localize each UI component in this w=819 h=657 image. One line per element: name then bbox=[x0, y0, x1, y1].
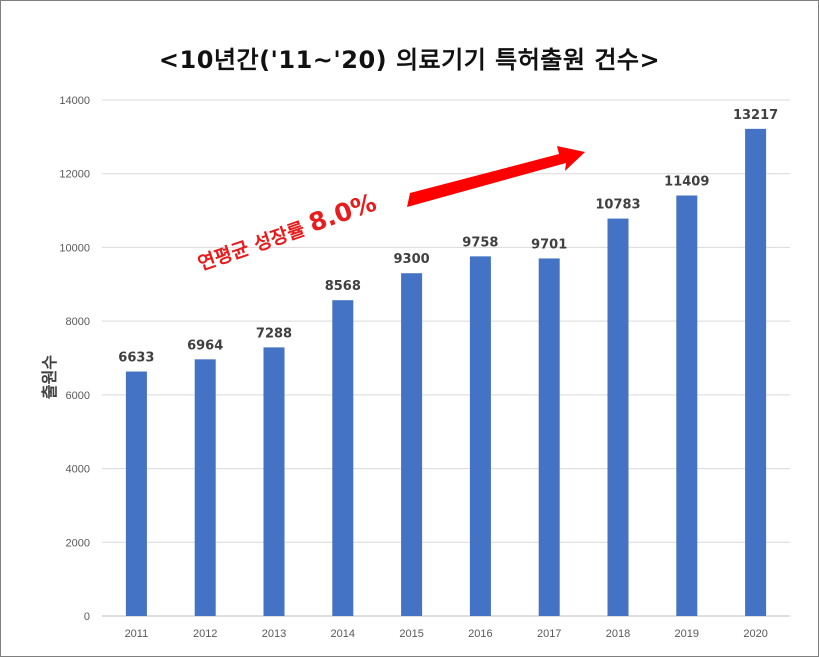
bar bbox=[538, 258, 560, 616]
data-label: 8568 bbox=[325, 279, 361, 294]
bar bbox=[194, 359, 216, 616]
x-tick-label: 2019 bbox=[675, 628, 699, 640]
data-label: 13217 bbox=[733, 108, 778, 123]
bar bbox=[125, 371, 147, 616]
x-tick-label: 2011 bbox=[125, 628, 149, 640]
bar bbox=[607, 218, 629, 616]
y-tick-label: 12000 bbox=[59, 169, 90, 181]
data-label: 11409 bbox=[664, 174, 709, 189]
x-tick-label: 2013 bbox=[262, 628, 286, 640]
bar bbox=[401, 273, 423, 616]
x-tick-label: 2014 bbox=[331, 628, 355, 640]
data-label: 9300 bbox=[394, 252, 430, 267]
data-label: 10783 bbox=[595, 198, 640, 213]
bar bbox=[263, 347, 285, 616]
chart-title: <10년간('11~'20) 의료기기 특허출원 건수> bbox=[158, 46, 661, 74]
bar bbox=[332, 300, 354, 616]
data-label: 9758 bbox=[462, 235, 498, 250]
bar bbox=[745, 128, 767, 617]
data-label: 9701 bbox=[531, 237, 567, 252]
y-tick-label: 8000 bbox=[66, 316, 90, 328]
x-tick-label: 2017 bbox=[537, 628, 561, 640]
x-tick-label: 2012 bbox=[193, 628, 217, 640]
y-tick-label: 4000 bbox=[66, 464, 90, 476]
bar bbox=[469, 256, 491, 616]
data-label: 7288 bbox=[256, 326, 292, 341]
data-label: 6964 bbox=[187, 338, 223, 353]
y-tick-label: 0 bbox=[84, 611, 90, 623]
y-tick-label: 2000 bbox=[66, 537, 90, 549]
bar bbox=[676, 195, 698, 616]
y-tick-label: 14000 bbox=[59, 95, 90, 107]
x-tick-label: 2018 bbox=[606, 628, 630, 640]
x-tick-label: 2016 bbox=[468, 628, 492, 640]
x-tick-label: 2015 bbox=[399, 628, 423, 640]
y-tick-label: 6000 bbox=[66, 390, 90, 402]
y-tick-label: 10000 bbox=[59, 242, 90, 254]
data-label: 6633 bbox=[118, 351, 154, 366]
growth-arrow-icon bbox=[407, 146, 585, 207]
x-tick-label: 2020 bbox=[743, 628, 767, 640]
